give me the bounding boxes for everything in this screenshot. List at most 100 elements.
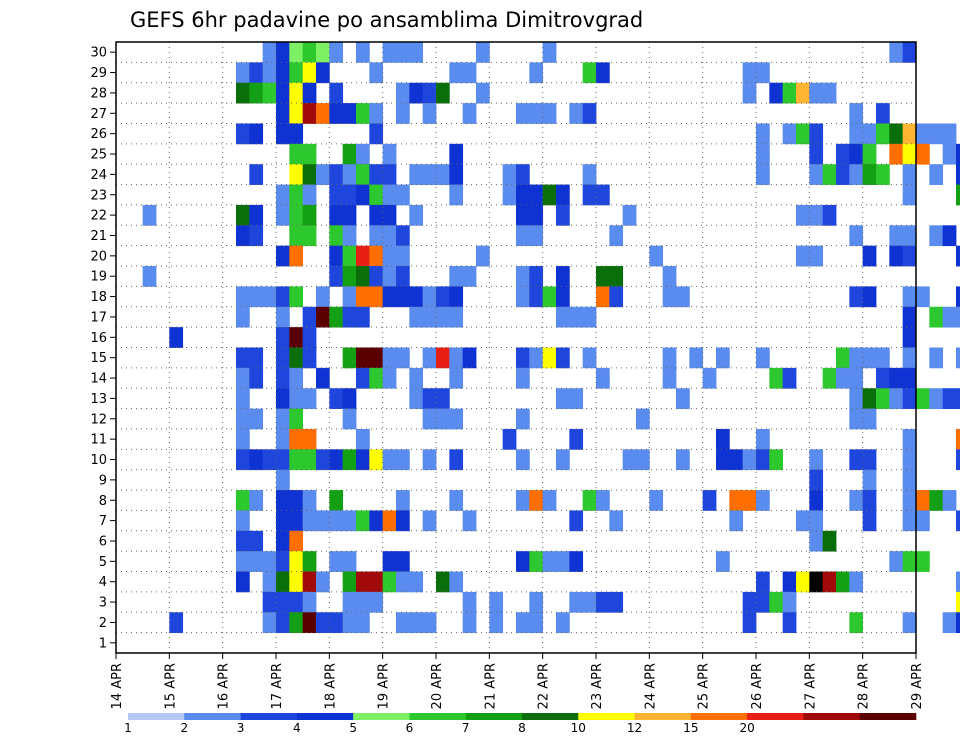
- cell-member-14-slot-19: [369, 367, 384, 389]
- cell-member-4-slot-54: [836, 571, 850, 593]
- cell-member-15-slot-57: [876, 347, 890, 369]
- cell-member-22-slot-52: [809, 204, 824, 226]
- cell-member-14-slot-58: [889, 367, 904, 389]
- cell-member-21-slot-14: [302, 225, 317, 247]
- cell-member-23-slot-30: [516, 184, 530, 206]
- cell-member-30-slot-59: [902, 42, 917, 63]
- cell-member-3-slot-17: [342, 591, 357, 613]
- cell-member-7-slot-20: [382, 510, 397, 532]
- cell-member-14-slot-49: [769, 367, 784, 389]
- cell-member-15-slot-20: [382, 347, 397, 369]
- cell-member-18-slot-10: [249, 286, 264, 308]
- cell-member-4-slot-15: [316, 571, 330, 593]
- cell-member-18-slot-23: [422, 286, 437, 308]
- cell-member-5-slot-58: [889, 551, 904, 572]
- cell-member-4-slot-52: [809, 571, 824, 593]
- cell-member-15-slot-26: [462, 347, 477, 369]
- cell-member-30-slot-58: [889, 42, 904, 63]
- cell-member-15-slot-33: [556, 347, 570, 369]
- cell-member-18-slot-55: [849, 286, 864, 308]
- cell-member-24-slot-53: [822, 164, 837, 185]
- cell-member-2-slot-59: [902, 612, 917, 634]
- cell-member-5-slot-32: [542, 551, 557, 572]
- cell-member-26-slot-56: [862, 123, 877, 145]
- cell-member-4-slot-25: [449, 571, 464, 593]
- x-tick-label: 20 APR: [430, 663, 445, 709]
- cell-member-14-slot-9: [236, 367, 250, 389]
- cell-member-18-slot-33: [556, 286, 570, 308]
- cell-member-30-slot-15: [316, 42, 330, 63]
- cell-member-14-slot-18: [356, 367, 370, 389]
- cell-member-29-slot-11: [262, 62, 277, 84]
- cell-member-15-slot-32: [542, 347, 557, 369]
- cell-member-28-slot-14: [302, 82, 317, 104]
- cell-member-19-slot-17: [342, 266, 357, 287]
- cell-member-13-slot-42: [676, 388, 690, 409]
- cell-member-28-slot-11: [262, 82, 277, 104]
- cell-member-25-slot-62: [942, 143, 957, 165]
- cell-member-10-slot-55: [849, 449, 864, 471]
- cell-member-25-slot-20: [382, 143, 397, 165]
- cell-member-5-slot-13: [289, 551, 304, 572]
- cell-member-21-slot-20: [382, 225, 397, 247]
- cell-member-19-slot-36: [596, 266, 610, 287]
- cell-member-13-slot-23: [422, 388, 437, 409]
- cell-member-4-slot-48: [756, 571, 770, 593]
- cell-member-28-slot-9: [236, 82, 250, 104]
- cell-member-22-slot-14: [302, 204, 317, 226]
- cell-member-14-slot-10: [249, 367, 264, 389]
- cell-member-2-slot-4: [169, 612, 184, 634]
- cell-member-23-slot-21: [396, 184, 410, 206]
- y-tick-label: 28: [90, 86, 107, 101]
- cell-member-10-slot-21: [396, 449, 410, 471]
- cell-member-24-slot-22: [409, 164, 424, 185]
- cell-member-20-slot-63: [956, 245, 960, 267]
- cell-member-15-slot-41: [662, 347, 677, 369]
- cell-member-20-slot-16: [329, 245, 344, 267]
- x-tick-label: 22 APR: [537, 663, 552, 709]
- cell-member-10-slot-9: [236, 449, 250, 471]
- cell-member-8-slot-9: [236, 490, 250, 511]
- colorbar-level-label: 7: [462, 721, 470, 735]
- cell-member-2-slot-30: [516, 612, 530, 634]
- cell-member-16-slot-14: [302, 327, 317, 348]
- cell-member-2-slot-33: [556, 612, 570, 634]
- cell-member-20-slot-40: [649, 245, 664, 267]
- cell-member-8-slot-60: [916, 490, 930, 511]
- cell-member-27-slot-17: [342, 103, 357, 124]
- cell-member-11-slot-14: [302, 428, 317, 450]
- y-tick-label: 21: [90, 229, 107, 244]
- cell-member-30-slot-13: [289, 42, 304, 63]
- cell-member-15-slot-30: [516, 347, 530, 369]
- cell-member-10-slot-47: [742, 449, 757, 471]
- cell-member-27-slot-57: [876, 103, 890, 124]
- cell-member-4-slot-24: [436, 571, 450, 593]
- cell-member-22-slot-33: [556, 204, 570, 226]
- cell-member-16-slot-12: [276, 327, 290, 348]
- cell-member-24-slot-24: [436, 164, 450, 185]
- cell-member-3-slot-31: [529, 591, 544, 613]
- cell-member-16-slot-59: [902, 327, 917, 348]
- cell-member-17-slot-62: [942, 306, 957, 328]
- cell-member-7-slot-21: [396, 510, 410, 532]
- cell-member-5-slot-10: [249, 551, 264, 572]
- cell-member-19-slot-31: [529, 266, 544, 287]
- colorbar-level-label: 3: [237, 721, 245, 735]
- cell-member-13-slot-57: [876, 388, 890, 409]
- cell-member-13-slot-34: [569, 388, 584, 409]
- cell-member-8-slot-32: [542, 490, 557, 511]
- cell-member-8-slot-35: [582, 490, 597, 511]
- cell-member-24-slot-35: [582, 164, 597, 185]
- cell-member-11-slot-59: [902, 428, 917, 450]
- cell-member-18-slot-63: [956, 286, 960, 308]
- cell-member-10-slot-13: [289, 449, 304, 471]
- cell-member-13-slot-12: [276, 388, 290, 409]
- colorbar-swatch: [353, 713, 410, 720]
- cell-member-18-slot-22: [409, 286, 424, 308]
- cell-member-21-slot-16: [329, 225, 344, 247]
- cell-member-10-slot-19: [369, 449, 384, 471]
- cell-member-24-slot-59: [902, 164, 917, 185]
- cell-member-24-slot-18: [356, 164, 370, 185]
- cell-member-3-slot-50: [782, 591, 797, 613]
- cell-member-27-slot-35: [582, 103, 597, 124]
